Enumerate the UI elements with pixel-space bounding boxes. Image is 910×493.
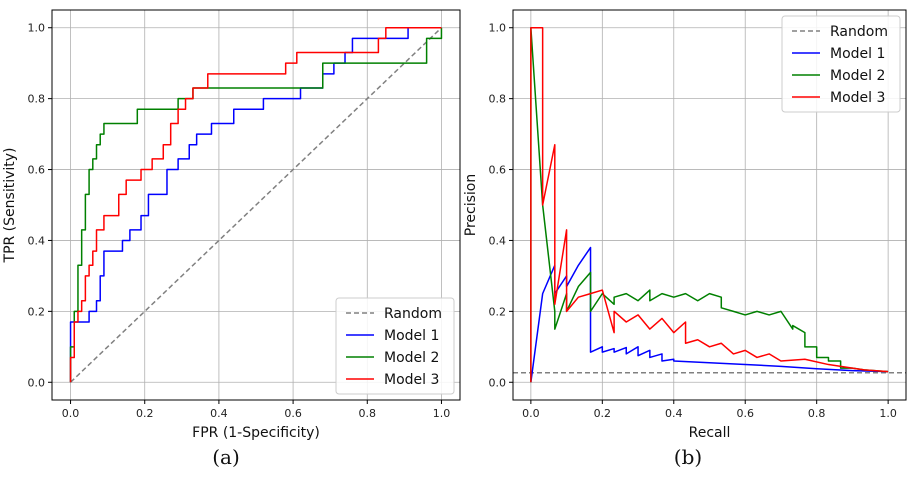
series-group: [513, 26, 906, 383]
grid: [513, 10, 906, 400]
y-tick-label: 1.0: [489, 22, 507, 35]
x-tick-label: 0.8: [359, 407, 377, 420]
y-axis-label: Precision: [463, 174, 479, 236]
y-tick-label: 0.8: [489, 93, 507, 106]
legend: Random Model 1 Model 2 Model 3: [335, 297, 455, 395]
legend-label-model-3: Model 3: [830, 90, 885, 106]
series-line-model-3: [69, 26, 442, 383]
x-tick-label: 1.0: [433, 407, 451, 420]
panel-2: 0.0 0.2 0.4 0.6 0.8 1.0 0.0 0.2 0.4 0.6 0.8 1.0 Reca…: [463, 9, 907, 469]
y-tick-label: 0.6: [28, 164, 46, 177]
x-tick-label: 0.6: [284, 407, 302, 420]
y-tick-label: 0.2: [489, 305, 507, 318]
legend-label-random: Random: [830, 24, 888, 40]
y-tick-label: 0.0: [489, 376, 507, 389]
series-line-model-3: [530, 26, 889, 383]
legend-label-model-3: Model 3: [384, 372, 439, 388]
x-axis-label: Recall: [689, 425, 731, 441]
y-tick-label: 0.8: [28, 93, 46, 106]
y-axis-label: TPR (Sensitivity): [2, 148, 18, 264]
x-tick-label: 0.4: [210, 407, 228, 420]
y-tick-label: 0.6: [489, 164, 507, 177]
legend-box: [781, 15, 901, 113]
x-tick-label: 0.2: [594, 407, 612, 420]
y-tick-label: 0.2: [28, 305, 46, 318]
y-tick-label: 0.4: [489, 234, 507, 247]
legend-label-model-2: Model 2: [384, 350, 439, 366]
grid: [52, 10, 460, 400]
legend-label-model-2: Model 2: [830, 68, 885, 84]
x-tick-label: 0.0: [62, 407, 80, 420]
series-line-random: [70, 27, 442, 383]
series-group: [69, 26, 443, 383]
legend: Random Model 1 Model 2 Model 3: [781, 15, 901, 113]
legend-box: [335, 297, 455, 395]
legend-label-random: Random: [384, 306, 442, 322]
axes-frame: [51, 9, 461, 401]
axes-frame: [512, 9, 907, 401]
legend-label-model-1: Model 1: [830, 46, 885, 62]
x-tick-label: 0.8: [808, 407, 826, 420]
series-line-model-2: [69, 27, 443, 383]
x-tick-label: 1.0: [879, 407, 897, 420]
panel-1: 0.0 0.2 0.4 0.6 0.8 1.0 0.0 0.2 0.4 0.6 0.8 1.0 FPR …: [2, 9, 461, 469]
series-line-model-2: [530, 26, 889, 383]
x-tick-label: 0.4: [665, 407, 683, 420]
x-axis-label: FPR (1-Specificity): [192, 425, 320, 441]
panel-caption: (b): [674, 445, 702, 469]
y-tick-label: 1.0: [28, 22, 46, 35]
series-line-model-1: [530, 246, 889, 383]
legend-label-model-1: Model 1: [384, 328, 439, 344]
x-tick-label: 0.2: [136, 407, 154, 420]
y-tick-label: 0.0: [28, 376, 46, 389]
x-tick-label: 0.0: [522, 407, 540, 420]
panel-caption: (a): [212, 445, 240, 469]
x-tick-label: 0.6: [736, 407, 754, 420]
y-tick-label: 0.4: [28, 234, 46, 247]
